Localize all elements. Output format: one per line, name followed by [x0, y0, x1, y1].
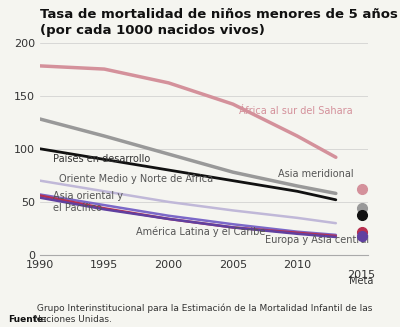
Text: Europa y Asia central: Europa y Asia central	[265, 235, 369, 246]
Text: Grupo Interinstitucional para la Estimación de la Mortalidad Infantil de las
Nac: Grupo Interinstitucional para la Estimac…	[34, 303, 372, 324]
Text: 2015: 2015	[348, 270, 376, 280]
Text: Países en desarrollo: Países en desarrollo	[53, 154, 150, 164]
Text: Oriente Medio y Norte de África: Oriente Medio y Norte de África	[59, 172, 214, 184]
Text: Meta: Meta	[349, 276, 374, 286]
Text: Asia meridional: Asia meridional	[278, 168, 354, 179]
Text: África al sur del Sahara: África al sur del Sahara	[239, 106, 353, 116]
Text: Tasa de mortalidad de niños menores de 5 años
(por cada 1000 nacidos vivos): Tasa de mortalidad de niños menores de 5…	[40, 8, 398, 37]
Text: Fuente:: Fuente:	[8, 315, 47, 324]
Text: Asia oriental y
el Pacífico: Asia oriental y el Pacífico	[53, 191, 123, 213]
Text: América Latina y el Caribe: América Latina y el Caribe	[136, 227, 266, 237]
